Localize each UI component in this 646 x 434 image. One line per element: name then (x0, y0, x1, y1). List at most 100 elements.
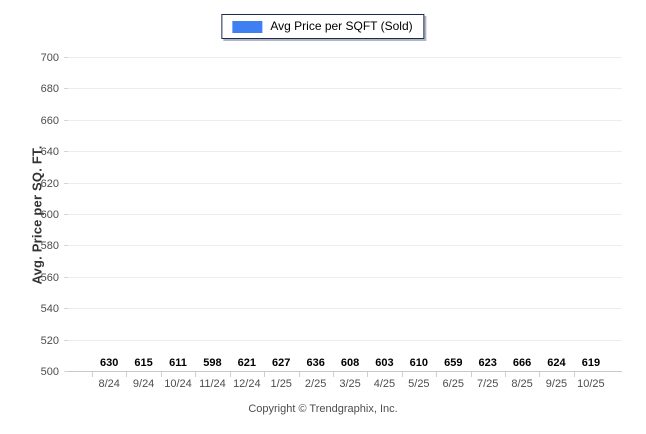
gridline (68, 276, 622, 278)
x-tick-label: 5/25 (408, 378, 430, 390)
y-tick-mark (64, 119, 68, 121)
bar-slot: 619 (574, 357, 608, 372)
y-tick-label: 500 (40, 366, 59, 378)
gridline (68, 308, 622, 310)
x-tick-mark (401, 372, 403, 377)
bar-slot: 598 (195, 357, 229, 372)
bar-value-label: 630 (100, 357, 119, 369)
gridline (68, 339, 622, 341)
gridline (68, 119, 622, 121)
y-tick-label: 600 (40, 209, 59, 221)
x-tick-mark (264, 372, 266, 377)
x-tick-label: 10/24 (164, 378, 192, 390)
bar-slot: 624 (539, 357, 573, 372)
y-tick-label: 560 (40, 271, 59, 284)
x-tick-mark (126, 372, 128, 377)
legend-swatch-icon (232, 20, 263, 33)
x-tick-label: 1/25 (270, 378, 292, 390)
x-tick-label: 7/25 (476, 378, 499, 390)
x-tick-label: 8/24 (98, 378, 120, 390)
x-axis-labels: 8/24 9/24 10/24 11/24 12/24 1/25 2/25 3/25 4/25 5… (92, 378, 608, 390)
bar-value-label: 666 (512, 357, 532, 369)
y-tick-mark (64, 371, 68, 372)
gridline (68, 182, 622, 184)
x-tick-mark (367, 372, 369, 377)
bar-value-label: 610 (409, 357, 429, 369)
y-tick-mark (64, 182, 68, 184)
bar-value-label: 636 (306, 357, 325, 369)
x-tick-label: 9/25 (545, 378, 568, 390)
x-tick-label: 3/25 (339, 378, 361, 390)
x-tick-mark (539, 372, 541, 377)
bar-slot: 603 (367, 357, 401, 372)
y-tick-mark (64, 276, 68, 278)
y-tick-label: 540 (40, 303, 59, 316)
x-tick-label: 6/25 (442, 378, 464, 390)
bar-slot: 659 (436, 357, 470, 372)
bar-slot: 666 (505, 357, 539, 372)
x-tick-label: 12/24 (233, 378, 261, 390)
x-tick-mark (470, 372, 472, 377)
bar-slot: 621 (230, 357, 264, 372)
y-tick-mark (64, 57, 68, 58)
x-tick-mark (505, 372, 507, 377)
gridline (68, 57, 622, 58)
y-tick-mark (64, 214, 68, 215)
x-tick-label: 8/25 (511, 378, 533, 390)
bar-slot: 627 (264, 357, 298, 372)
x-tick-mark (92, 372, 93, 377)
gridline (68, 88, 622, 90)
y-tick-label: 640 (40, 146, 59, 159)
copyright-text: Copyright © Trendgraphix, Inc. (248, 403, 398, 415)
y-tick-label: 520 (40, 334, 59, 347)
plot-area: 630 615 611 598 621 627 636 608 603 610 659 623 666 6… (41, 52, 622, 378)
x-tick-label: 10/25 (577, 378, 605, 390)
bar-value-label: 608 (340, 357, 360, 369)
bar-value-label: 624 (547, 357, 566, 369)
bar-slot: 611 (161, 357, 195, 372)
bar-slot: 623 (470, 357, 504, 372)
bar-value-label: 598 (203, 357, 222, 369)
gridline (68, 151, 622, 153)
y-tick-mark (64, 308, 68, 310)
x-tick-mark (573, 372, 575, 377)
y-tick-label: 700 (40, 52, 59, 64)
y-tick-mark (64, 245, 68, 247)
bar-value-label: 621 (237, 357, 256, 369)
legend-label: Avg Price per SQFT (Sold) (270, 19, 413, 33)
gridline (68, 214, 622, 215)
y-tick-label: 680 (40, 83, 59, 96)
bars-container: 630 615 611 598 621 627 636 608 603 610 659 623 666 6… (92, 58, 608, 372)
bar-slot: 636 (298, 357, 332, 372)
bar-slot: 615 (126, 357, 160, 372)
y-tick-label: 620 (40, 177, 59, 190)
y-tick-label: 580 (40, 240, 59, 253)
legend: Avg Price per SQFT (Sold) (221, 14, 425, 39)
x-tick-mark (160, 372, 162, 377)
y-tick-mark (64, 151, 68, 153)
x-tick-mark (298, 372, 300, 377)
bar-value-label: 603 (375, 357, 394, 369)
bar-value-label: 623 (478, 357, 497, 369)
x-tick-mark (436, 372, 438, 377)
x-tick-label: 9/24 (132, 378, 155, 390)
gridline (68, 245, 622, 247)
y-tick-mark (64, 339, 68, 341)
x-tick-label: 11/24 (199, 378, 226, 390)
y-tick-mark (64, 88, 68, 90)
x-tick-mark (332, 372, 334, 377)
bar-slot: 630 (92, 357, 126, 372)
x-tick-label: 4/25 (373, 378, 396, 390)
bar-slot: 610 (402, 357, 436, 372)
bar-value-label: 659 (444, 357, 463, 369)
bar-value-label: 619 (581, 357, 601, 369)
x-tick-label: 2/25 (304, 378, 327, 390)
bar-slot: 608 (333, 357, 367, 372)
y-tick-label: 660 (40, 114, 59, 127)
gridline (68, 371, 622, 372)
x-tick-mark (195, 372, 197, 377)
bar-value-label: 627 (272, 357, 291, 369)
x-tick-mark (229, 372, 231, 377)
bar-value-label: 615 (134, 357, 153, 369)
